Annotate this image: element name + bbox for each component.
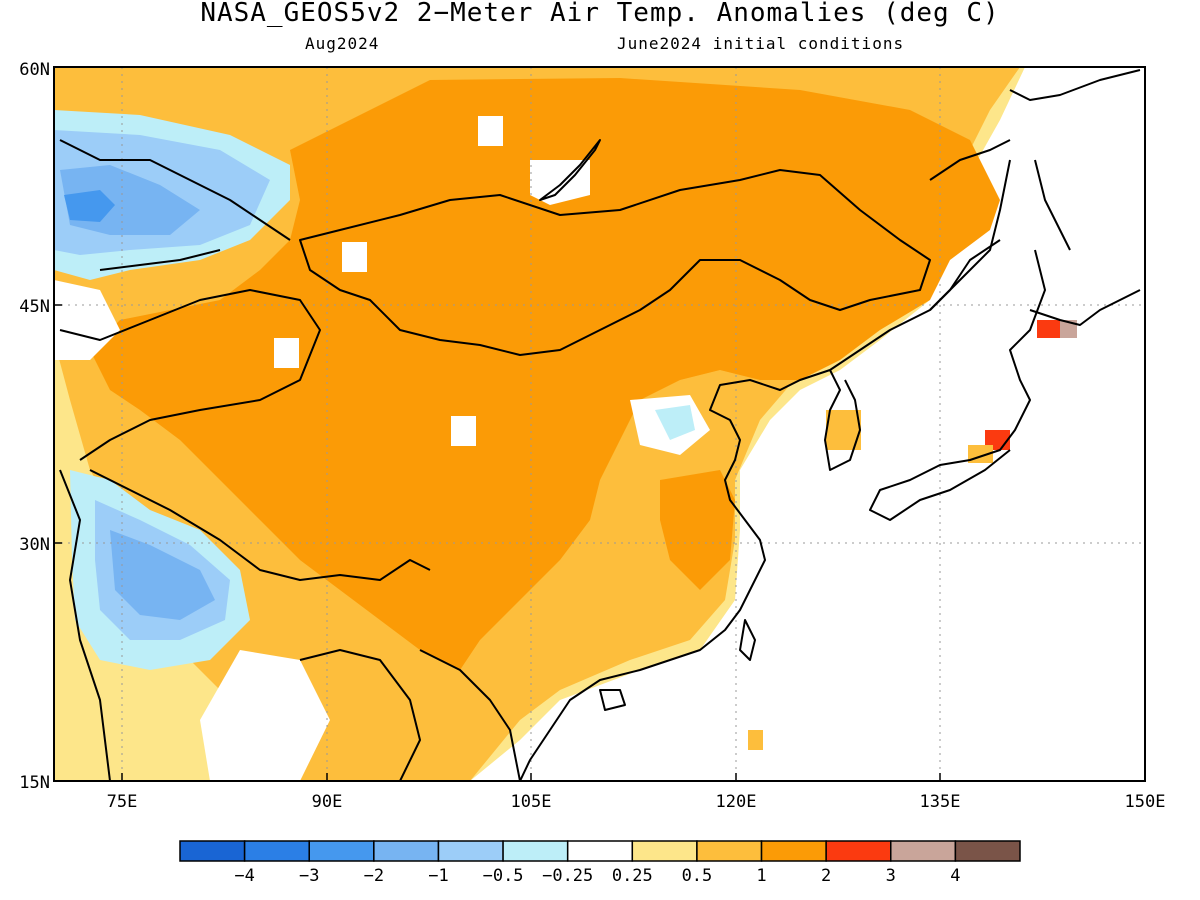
colorbar-swatch [760, 840, 827, 862]
colorbar-label: −3 [299, 866, 319, 886]
colorbar-swatch [437, 840, 504, 862]
colorbar-label: −4 [234, 866, 254, 886]
lat-label-15n: 15N [19, 773, 50, 793]
lon-label-105e: 105E [511, 792, 552, 812]
colorbar-label: −0.5 [483, 866, 524, 886]
colorbar-label: −0.25 [542, 866, 593, 886]
map-frame [53, 66, 1146, 782]
coastline-layer [59, 69, 1141, 781]
colorbar-swatch [243, 840, 310, 862]
map-valid-month: Aug2024 [305, 34, 380, 53]
colorbar-label: 0.5 [682, 866, 713, 886]
colorbar-label: −2 [364, 866, 384, 886]
map-gridlines [54, 67, 1145, 781]
colorbar-swatch [502, 840, 569, 862]
lon-label-90e: 90E [312, 792, 343, 812]
colorbar-swatch [825, 840, 892, 862]
lat-label-30n: 30N [19, 535, 50, 555]
colorbar-swatch [308, 840, 375, 862]
colorbar-swatch [954, 840, 1021, 862]
colorbar-label: −1 [428, 866, 448, 886]
anomaly-fill-layer [54, 67, 1145, 781]
colorbar-label: 4 [950, 866, 960, 886]
colorbar: −4 −3 −2 −1 −0.5 −0.25 0.25 0.5 1 2 3 4 [179, 840, 1021, 886]
colorbar-swatch [696, 840, 763, 862]
colorbar-swatch [179, 840, 246, 862]
colorbar-label: 2 [821, 866, 831, 886]
lon-label-135e: 135E [920, 792, 961, 812]
lon-label-75e: 75E [107, 792, 138, 812]
colorbar-label: 0.25 [612, 866, 653, 886]
map-title: NASA_GEOS5v2 2−Meter Air Temp. Anomalies… [200, 0, 1000, 28]
lat-label-60n: 60N [19, 60, 50, 80]
colorbar-swatch [631, 840, 698, 862]
colorbar-label: 1 [756, 866, 766, 886]
colorbar-swatch [566, 840, 634, 862]
colorbar-label: 3 [886, 866, 896, 886]
lat-label-45n: 45N [19, 297, 50, 317]
lon-label-150e: 150E [1125, 792, 1166, 812]
axis-ticks [54, 304, 941, 781]
colorbar-swatch [373, 840, 440, 862]
lon-label-120e: 120E [716, 792, 757, 812]
colorbar-swatch [890, 840, 957, 862]
anomaly-region-two-degree [90, 78, 1000, 670]
map-initial-conditions: June2024 initial conditions [617, 34, 905, 53]
